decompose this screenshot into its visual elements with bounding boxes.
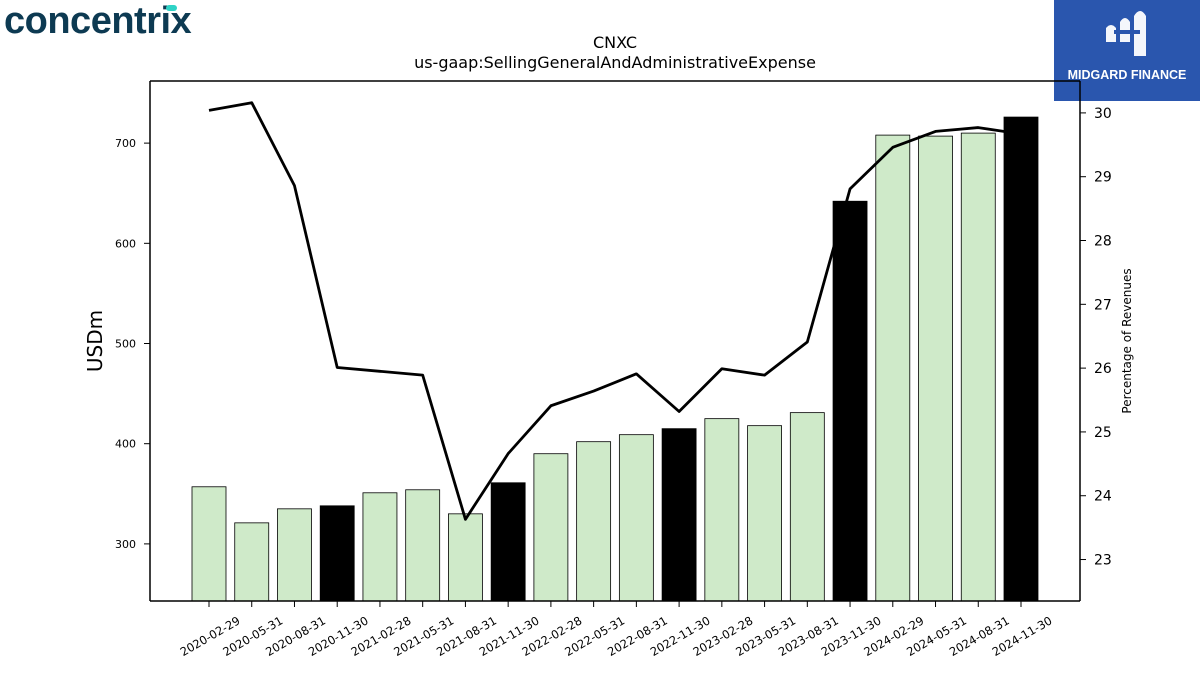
bar-2020-08-31 [277, 508, 312, 602]
bar-2021-05-31 [405, 489, 441, 602]
bar-2020-02-29 [191, 486, 227, 602]
y2-tick-label: 24 [1094, 489, 1112, 505]
bar-2024-08-31 [960, 132, 996, 602]
y-tick-label: 600 [115, 237, 136, 250]
bar-2022-05-31 [576, 441, 612, 602]
bar-2020-11-30 [319, 505, 355, 602]
chart-title: CNXC [593, 33, 637, 52]
logo-dot-icon [166, 5, 177, 11]
y2-tick-label: 30 [1094, 106, 1112, 122]
bar-2021-08-31 [448, 513, 483, 602]
bar-2020-05-31 [234, 522, 270, 602]
y2-tick-label: 25 [1094, 425, 1112, 441]
bar-2024-11-30 [1003, 116, 1039, 602]
midgard-mark-icon [1106, 11, 1146, 56]
partner-name: MIDGARD FINANCE [1067, 68, 1187, 82]
bar-2021-11-30 [490, 482, 526, 602]
midgard-finance-logo: MIDGARD FINANCE [1054, 0, 1200, 101]
bar-2023-02-28 [704, 418, 740, 602]
y-tick-label: 400 [115, 438, 136, 451]
y2-tick-label: 28 [1094, 234, 1112, 250]
concentrix-logo: concentrix [4, 0, 192, 42]
y2-tick-label: 27 [1094, 297, 1112, 313]
y2-tick-label: 23 [1094, 553, 1112, 569]
y2-tick-label: 26 [1094, 361, 1112, 377]
bar-2024-05-31 [918, 135, 953, 602]
y-tick-label: 500 [115, 338, 136, 351]
y-tick-label: 300 [115, 538, 136, 551]
y2-axis-label: Percentage of Revenues [1120, 268, 1134, 413]
y-tick-label: 700 [115, 137, 136, 150]
bar-2023-08-31 [789, 412, 825, 602]
y-axis-label: USDm [83, 310, 107, 372]
chart-subtitle: us-gaap:SellingGeneralAndAdministrativeE… [414, 53, 816, 72]
bar-2022-02-28 [533, 453, 569, 602]
bar-2023-11-30 [832, 200, 868, 602]
bar-2022-08-31 [618, 434, 654, 602]
pct-revenue-line [208, 101, 1022, 521]
bar-2021-02-28 [362, 492, 398, 602]
y2-tick-label: 29 [1094, 170, 1112, 186]
bar-2022-11-30 [661, 428, 697, 602]
bar-2023-05-31 [747, 425, 782, 602]
bar-2024-02-29 [875, 134, 911, 602]
